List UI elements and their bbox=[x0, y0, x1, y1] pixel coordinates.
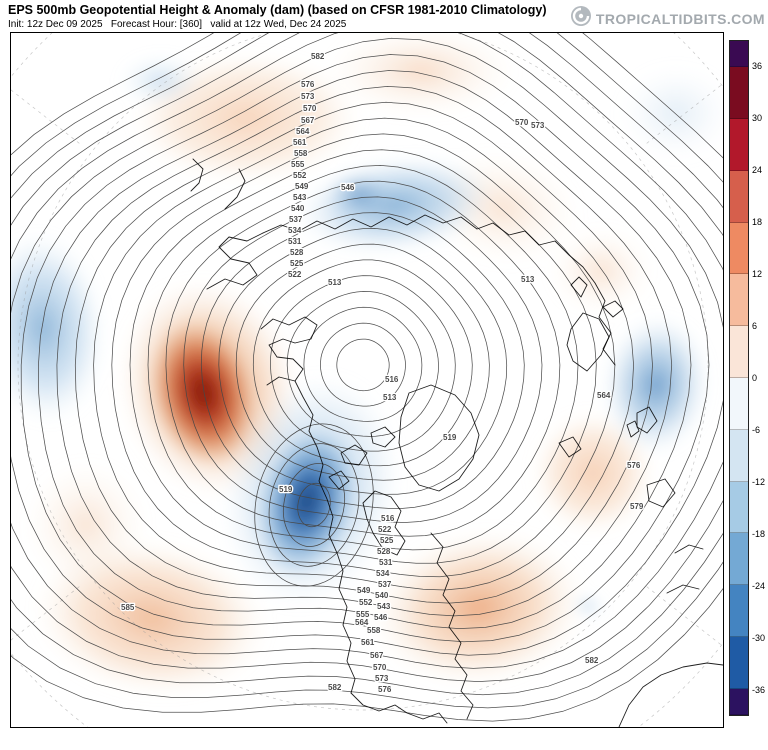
svg-text:552: 552 bbox=[359, 598, 373, 607]
colorbar-segment bbox=[730, 688, 748, 715]
svg-text:534: 534 bbox=[288, 226, 302, 235]
logo-text: TROPICALTIDBITS.COM bbox=[595, 10, 765, 27]
height-contours bbox=[11, 33, 723, 722]
coastlines bbox=[190, 158, 723, 727]
svg-text:516: 516 bbox=[381, 514, 395, 523]
hurricane-logo-icon bbox=[570, 5, 592, 32]
svg-text:519: 519 bbox=[443, 433, 457, 442]
svg-text:570: 570 bbox=[373, 663, 387, 672]
colorbar-segment bbox=[730, 119, 748, 171]
colorbar-tick-label: 12 bbox=[752, 269, 763, 279]
svg-text:582: 582 bbox=[585, 656, 599, 665]
svg-text:552: 552 bbox=[293, 171, 307, 180]
svg-text:579: 579 bbox=[630, 502, 644, 511]
svg-text:522: 522 bbox=[378, 525, 392, 534]
svg-text:513: 513 bbox=[328, 278, 342, 287]
svg-text:558: 558 bbox=[294, 149, 308, 158]
svg-text:528: 528 bbox=[377, 547, 391, 556]
svg-text:513: 513 bbox=[521, 275, 535, 284]
svg-text:519: 519 bbox=[279, 485, 293, 494]
anomaly-shading bbox=[11, 33, 723, 697]
colorbar-segment bbox=[730, 326, 748, 378]
svg-text:525: 525 bbox=[290, 259, 304, 268]
svg-text:525: 525 bbox=[380, 536, 394, 545]
colorbar-segment bbox=[730, 170, 748, 223]
svg-text:564: 564 bbox=[597, 391, 611, 400]
colorbar-tick-label: -36 bbox=[752, 685, 766, 695]
svg-text:573: 573 bbox=[375, 674, 389, 683]
colorbar-tick-label: -30 bbox=[752, 633, 766, 643]
svg-text:576: 576 bbox=[378, 685, 392, 694]
svg-text:564: 564 bbox=[296, 127, 310, 136]
svg-text:582: 582 bbox=[311, 52, 325, 61]
svg-text:561: 561 bbox=[293, 138, 307, 147]
svg-text:531: 531 bbox=[379, 558, 393, 567]
svg-text:567: 567 bbox=[370, 651, 384, 660]
colorbar-segment bbox=[730, 67, 748, 120]
svg-text:573: 573 bbox=[301, 92, 315, 101]
svg-text:585: 585 bbox=[121, 603, 135, 612]
svg-text:573: 573 bbox=[531, 121, 545, 130]
svg-text:546: 546 bbox=[374, 613, 388, 622]
colorbar-segment bbox=[730, 274, 748, 327]
colorbar-segment bbox=[730, 429, 748, 482]
svg-text:558: 558 bbox=[367, 626, 381, 635]
svg-text:570: 570 bbox=[303, 104, 317, 113]
svg-text:561: 561 bbox=[361, 638, 375, 647]
colorbar-segment bbox=[730, 585, 748, 637]
colorbar-segment bbox=[730, 533, 748, 586]
colorbar-tick-label: 18 bbox=[752, 217, 763, 227]
svg-text:567: 567 bbox=[301, 116, 315, 125]
tropicaltidbits-logo[interactable]: TROPICALTIDBITS.COM bbox=[570, 5, 765, 32]
svg-text:549: 549 bbox=[295, 182, 309, 191]
colorbar-segment bbox=[730, 41, 748, 68]
colorbar-tick-label: 30 bbox=[752, 113, 763, 123]
svg-text:513: 513 bbox=[383, 393, 397, 402]
colorbar-segment bbox=[730, 636, 748, 689]
colorbar-tick-label: 0 bbox=[752, 373, 758, 383]
svg-text:534: 534 bbox=[376, 569, 390, 578]
svg-text:582: 582 bbox=[328, 683, 342, 692]
svg-text:576: 576 bbox=[627, 461, 641, 470]
lat-lon-graticule bbox=[11, 33, 723, 727]
svg-text:564: 564 bbox=[355, 618, 369, 627]
svg-text:537: 537 bbox=[378, 580, 392, 589]
colorbar-tick-label: -18 bbox=[752, 529, 766, 539]
colorbar-segment bbox=[730, 377, 748, 430]
map-frame: 582 576 573 570 567 564 561 558 555 552 549 546 543 5… bbox=[10, 32, 724, 728]
svg-text:546: 546 bbox=[341, 183, 355, 192]
svg-text:576: 576 bbox=[301, 80, 315, 89]
colorbar-tick-label: 24 bbox=[752, 165, 763, 175]
svg-text:528: 528 bbox=[290, 248, 304, 257]
colorbar-tick-label: 36 bbox=[752, 61, 763, 71]
svg-text:522: 522 bbox=[288, 270, 302, 279]
anomaly-colorbar bbox=[729, 40, 749, 716]
colorbar-tick-label: -12 bbox=[752, 477, 766, 487]
svg-text:531: 531 bbox=[288, 237, 302, 246]
colorbar-segment bbox=[730, 481, 748, 534]
svg-text:540: 540 bbox=[375, 591, 389, 600]
colorbar-tick-label: -24 bbox=[752, 581, 766, 591]
svg-text:543: 543 bbox=[377, 602, 391, 611]
svg-text:543: 543 bbox=[293, 193, 307, 202]
svg-text:555: 555 bbox=[291, 160, 305, 169]
colorbar-tick-label: -6 bbox=[752, 425, 761, 435]
svg-text:555: 555 bbox=[356, 610, 370, 619]
svg-text:549: 549 bbox=[357, 586, 371, 595]
svg-text:537: 537 bbox=[289, 215, 303, 224]
page-title: EPS 500mb Geopotential Height & Anomaly … bbox=[8, 3, 547, 17]
svg-text:516: 516 bbox=[385, 375, 399, 384]
colorbar-segment bbox=[730, 222, 748, 275]
svg-text:540: 540 bbox=[291, 204, 305, 213]
forecast-info-line: Init: 12z Dec 09 2025 Forecast Hour: [36… bbox=[8, 19, 347, 30]
colorbar-tick-label: 6 bbox=[752, 321, 758, 331]
svg-text:570: 570 bbox=[515, 118, 529, 127]
